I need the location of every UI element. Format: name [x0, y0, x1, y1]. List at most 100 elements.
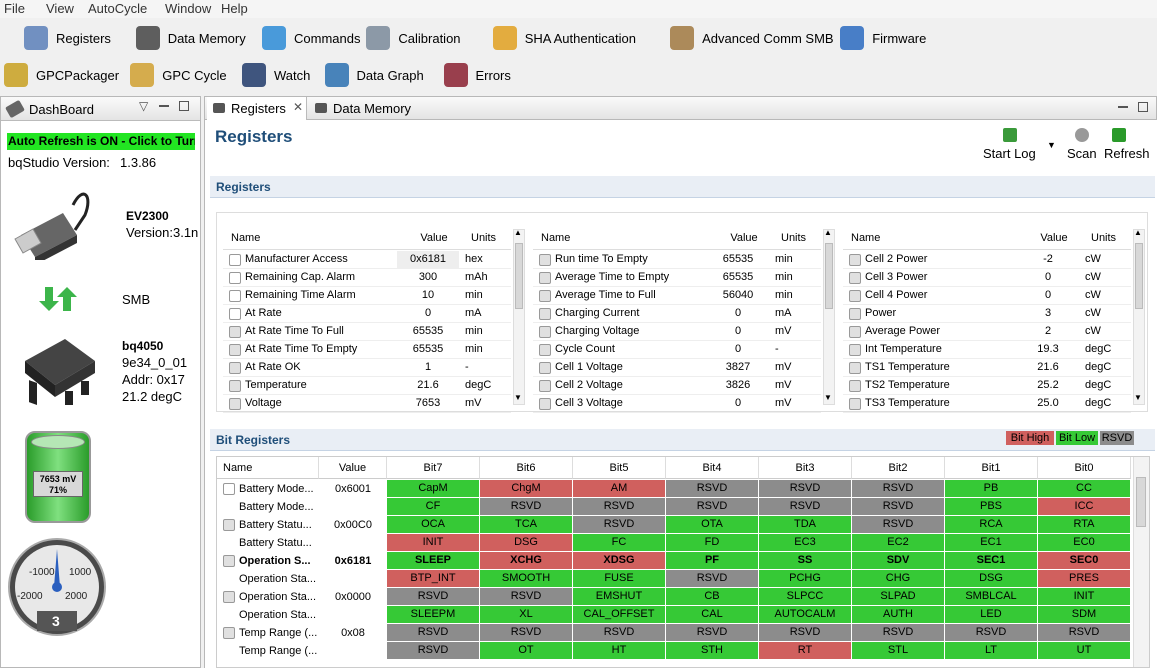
dashboard-icon	[5, 99, 25, 119]
bit-register-value: 0x6001	[334, 483, 372, 495]
lock-icon	[849, 326, 861, 338]
lock-icon	[223, 627, 235, 639]
edit-icon[interactable]	[229, 272, 241, 284]
edit-icon[interactable]	[229, 254, 241, 266]
bit-cell: SLEEPM	[387, 606, 479, 623]
bit-cell: SLPCC	[759, 588, 851, 605]
minimize-button[interactable]	[159, 105, 169, 107]
scroll-thumb[interactable]	[1135, 243, 1143, 309]
bit-cell: ChgM	[480, 480, 572, 497]
menu-item[interactable]: Window	[165, 1, 212, 16]
register-value: 0	[734, 397, 742, 409]
scroll-up[interactable]: ▲	[824, 228, 832, 237]
maximize-button[interactable]	[1138, 102, 1148, 112]
register-name: Average Power	[865, 325, 941, 337]
bit-cell: HT	[573, 642, 665, 659]
scroll-down[interactable]: ▼	[514, 393, 522, 402]
register-value: 65535	[412, 343, 444, 355]
register-units: mA	[465, 307, 482, 319]
minimize-button[interactable]: ▽	[139, 99, 149, 113]
bit-register-name: Battery Mode...	[239, 501, 314, 513]
toolbar-icon	[135, 26, 160, 50]
scroll-up[interactable]: ▲	[1134, 228, 1142, 237]
register-row: Manufacturer Access 0x6181 hex	[223, 251, 511, 269]
bit-cell: FUSE	[573, 570, 665, 587]
register-units: cW	[1085, 271, 1101, 283]
scroll-thumb[interactable]	[1136, 477, 1146, 527]
bit-register-name: Temp Range (...	[239, 627, 318, 639]
register-row: Average Power 2 cW	[843, 323, 1131, 341]
register-value: 0	[1044, 289, 1052, 301]
register-name: At Rate OK	[245, 361, 301, 373]
register-units: -	[775, 343, 779, 355]
lock-icon	[539, 344, 551, 356]
register-value: 0	[734, 307, 742, 319]
bit-cell: EMSHUT	[573, 588, 665, 605]
bit-cell: SDM	[1038, 606, 1130, 623]
register-name: Remaining Cap. Alarm	[245, 271, 356, 283]
editor-tab[interactable]: Registers ✕	[207, 97, 307, 120]
bit-cell: SEC1	[945, 552, 1037, 569]
lock-icon	[539, 272, 551, 284]
edit-icon[interactable]	[229, 290, 241, 302]
scroll-thumb[interactable]	[825, 243, 833, 309]
editor-tab[interactable]: Data Memory	[309, 97, 415, 120]
lock-icon	[223, 555, 235, 567]
bit-cell: LED	[945, 606, 1037, 623]
register-value: 0	[1044, 271, 1052, 283]
current-gauge	[8, 538, 106, 636]
scroll-down[interactable]: ▼	[824, 393, 832, 402]
lock-icon	[539, 398, 551, 410]
toolbar-label: Firmware	[872, 31, 927, 46]
tab-close[interactable]: ✕	[293, 100, 304, 114]
bit-cell: CHG	[852, 570, 944, 587]
register-name: At Rate Time To Empty	[245, 343, 358, 355]
register-value: -2	[1043, 253, 1053, 265]
bit-cell: RSVD	[480, 624, 572, 641]
scroll-thumb[interactable]	[515, 243, 523, 309]
register-units: degC	[465, 379, 492, 391]
bit-cell: PRES	[1038, 570, 1130, 587]
edit-icon[interactable]	[229, 308, 241, 320]
register-units: -	[465, 361, 469, 373]
register-units: degC	[1085, 379, 1112, 391]
register-name: Cell 3 Voltage	[555, 397, 623, 409]
maximize-button[interactable]	[179, 101, 189, 111]
gauge-tick-label: -1000	[29, 567, 55, 578]
register-value: 1	[424, 361, 432, 373]
register-units: mV	[465, 397, 482, 409]
register-units: cW	[1085, 289, 1101, 301]
bit-register-value: 0x0000	[334, 591, 372, 603]
register-units: degC	[1085, 397, 1112, 409]
bit-cell: DSG	[480, 534, 572, 551]
auto-refresh-toggle[interactable]: Auto Refresh is ON - Click to Turn	[7, 133, 195, 150]
column-header: Units	[1091, 232, 1117, 244]
register-units: min	[465, 343, 483, 355]
register-units: cW	[1085, 253, 1101, 265]
bit-cell: XCHG	[480, 552, 572, 569]
register-name: Int Temperature	[865, 343, 942, 355]
version-value: 1.3.86	[120, 155, 157, 170]
minimize-button[interactable]	[1118, 106, 1128, 108]
lock-icon	[849, 290, 861, 302]
register-units: mV	[775, 325, 792, 337]
register-row: Cell 3 Power 0 cW	[843, 269, 1131, 287]
scroll-up[interactable]: ▲	[514, 228, 522, 237]
bit-registers-section-title: Bit Registers	[216, 433, 291, 447]
edit-icon[interactable]	[223, 483, 235, 495]
menu-item[interactable]: View	[46, 1, 74, 16]
scroll-down[interactable]: ▼	[1134, 393, 1142, 402]
menu-item[interactable]: Help	[221, 1, 248, 16]
bit-cell: SEC0	[1038, 552, 1130, 569]
register-units: degC	[1085, 343, 1112, 355]
toolbar-icon	[242, 63, 266, 87]
bit-cell: RSVD	[666, 498, 758, 515]
bit-cell: CAL_OFFSET	[573, 606, 665, 623]
menu-item[interactable]: AutoCycle	[88, 1, 148, 16]
dropdown-arrow[interactable]: ▼	[1047, 140, 1056, 150]
menu-item[interactable]: File	[4, 1, 25, 16]
bit-cell: SMOOTH	[480, 570, 572, 587]
header-divider	[533, 249, 821, 250]
gauge-value: 3	[52, 613, 60, 629]
device-id: 9e34_0_01	[122, 355, 188, 370]
